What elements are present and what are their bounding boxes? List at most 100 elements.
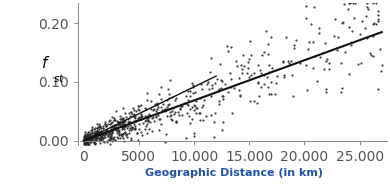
Point bbox=[120, 121, 126, 124]
Point bbox=[96, 132, 102, 135]
Point bbox=[110, 137, 116, 140]
Point bbox=[164, 105, 170, 108]
Point bbox=[91, 140, 98, 143]
Point bbox=[89, 136, 96, 139]
Point bbox=[197, 112, 203, 115]
Point bbox=[83, 135, 89, 138]
Point bbox=[228, 78, 234, 81]
Point bbox=[266, 63, 272, 66]
Point bbox=[254, 102, 260, 105]
Point bbox=[135, 105, 141, 108]
Point bbox=[173, 96, 179, 99]
Point bbox=[303, 5, 310, 8]
Point bbox=[142, 115, 148, 118]
Point bbox=[81, 141, 87, 144]
Point bbox=[216, 100, 222, 103]
Point bbox=[103, 124, 109, 127]
Point bbox=[82, 141, 88, 144]
Point bbox=[162, 108, 168, 111]
Point bbox=[99, 131, 105, 134]
Point bbox=[163, 108, 170, 111]
Point bbox=[220, 94, 227, 97]
Point bbox=[254, 64, 261, 67]
Point bbox=[147, 114, 154, 117]
Point bbox=[87, 139, 94, 142]
Point bbox=[116, 129, 122, 132]
Point bbox=[144, 116, 151, 119]
Point bbox=[92, 139, 99, 142]
Point bbox=[115, 120, 121, 123]
Point bbox=[105, 122, 112, 125]
Point bbox=[122, 130, 129, 133]
Point bbox=[134, 131, 140, 134]
Point bbox=[151, 108, 158, 111]
Point bbox=[363, 1, 370, 4]
Point bbox=[103, 130, 109, 133]
Point bbox=[108, 135, 114, 138]
Point bbox=[166, 96, 172, 99]
Point bbox=[144, 99, 150, 102]
Point bbox=[224, 90, 230, 93]
Point bbox=[113, 124, 119, 127]
Point bbox=[128, 138, 134, 141]
Point bbox=[229, 111, 236, 114]
Point bbox=[90, 135, 97, 138]
Point bbox=[163, 133, 169, 136]
Point bbox=[131, 119, 137, 122]
Point bbox=[119, 123, 126, 126]
Point bbox=[82, 138, 88, 141]
Point bbox=[107, 136, 113, 139]
Point bbox=[82, 139, 88, 142]
Point bbox=[310, 67, 316, 70]
Point bbox=[117, 117, 124, 120]
Point bbox=[184, 102, 190, 105]
Point bbox=[378, 69, 384, 72]
Point bbox=[236, 94, 243, 97]
Point bbox=[323, 60, 329, 63]
Point bbox=[95, 130, 101, 133]
Point bbox=[81, 142, 87, 145]
Point bbox=[85, 136, 92, 139]
Point bbox=[197, 83, 204, 86]
Point bbox=[122, 115, 129, 118]
Point bbox=[99, 126, 106, 129]
Point bbox=[128, 136, 134, 139]
Point bbox=[83, 135, 90, 138]
Point bbox=[192, 105, 199, 108]
Point bbox=[106, 133, 112, 136]
Point bbox=[187, 107, 193, 110]
Point bbox=[104, 131, 110, 134]
Point bbox=[246, 39, 253, 42]
Point bbox=[98, 136, 104, 139]
Point bbox=[227, 46, 234, 49]
Point bbox=[376, 47, 383, 50]
Point bbox=[82, 136, 89, 139]
Point bbox=[119, 121, 125, 124]
Point bbox=[94, 123, 100, 126]
Point bbox=[326, 67, 332, 70]
Point bbox=[99, 138, 105, 141]
Point bbox=[84, 134, 90, 137]
Point bbox=[84, 137, 90, 140]
Point bbox=[239, 71, 245, 74]
Point bbox=[98, 135, 105, 138]
Point bbox=[105, 133, 111, 136]
Point bbox=[108, 136, 114, 139]
Point bbox=[85, 138, 92, 141]
Point bbox=[289, 94, 296, 97]
Point bbox=[168, 107, 174, 110]
Point bbox=[109, 139, 115, 143]
Point bbox=[129, 127, 135, 130]
Point bbox=[94, 133, 100, 136]
Point bbox=[105, 134, 111, 137]
Point bbox=[136, 127, 142, 130]
Point bbox=[297, 61, 303, 64]
Point bbox=[349, 30, 355, 33]
Point bbox=[127, 127, 133, 130]
Point bbox=[280, 60, 286, 63]
Point bbox=[93, 133, 99, 136]
Point bbox=[181, 101, 187, 104]
Point bbox=[92, 142, 98, 145]
Point bbox=[109, 130, 115, 133]
Point bbox=[266, 71, 272, 74]
